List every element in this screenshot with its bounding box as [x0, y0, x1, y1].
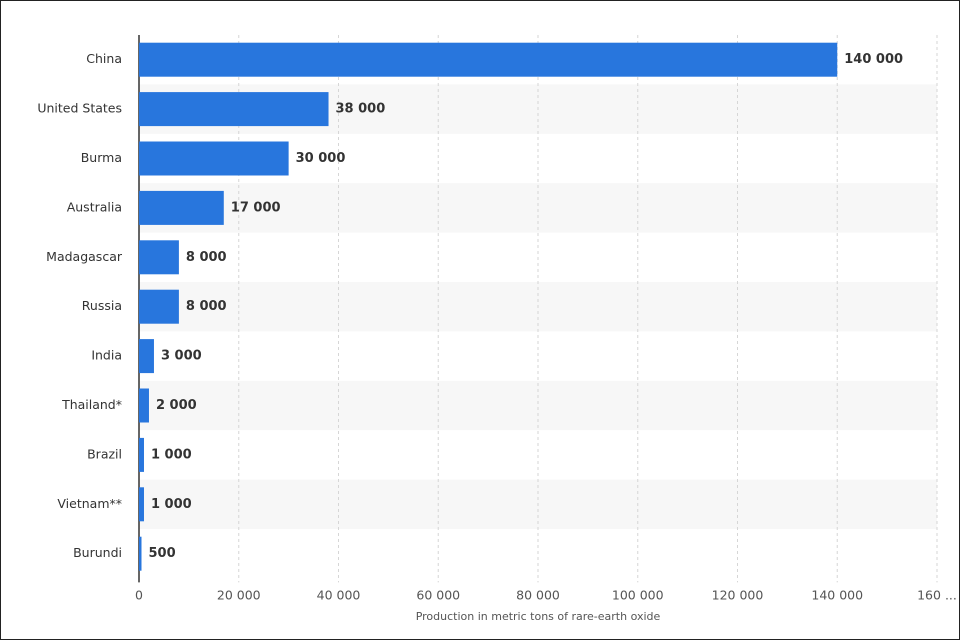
value-label: 8 000	[186, 250, 227, 265]
y-tick-label: Australia	[67, 199, 122, 214]
y-tick-label: Brazil	[87, 446, 122, 461]
value-label: 500	[148, 546, 175, 561]
bar	[139, 190, 224, 225]
value-label: 1 000	[151, 497, 192, 512]
bar	[139, 388, 149, 423]
x-tick-label: 60 000	[416, 588, 460, 603]
y-tick-label: Madagascar	[46, 249, 123, 264]
x-tick-label: 20 000	[217, 588, 261, 603]
y-tick-label: Burundi	[73, 545, 122, 560]
value-label: 8 000	[186, 299, 227, 314]
x-tick-label: 100 000	[612, 588, 664, 603]
y-tick-label: Russia	[82, 298, 122, 313]
x-axis-label: Production in metric tons of rare-earth …	[416, 610, 661, 623]
bar	[139, 141, 289, 176]
value-label: 2 000	[156, 398, 197, 413]
x-tick-label: 160 ...	[917, 588, 957, 603]
value-label: 3 000	[161, 349, 202, 364]
x-tick-label: 0	[135, 588, 143, 603]
x-tick-label: 80 000	[516, 588, 560, 603]
value-label: 17 000	[231, 200, 281, 215]
bar	[139, 92, 329, 127]
bar	[139, 536, 142, 571]
bar	[139, 339, 154, 374]
y-tick-label: Vietnam**	[57, 496, 122, 511]
value-label: 1 000	[151, 447, 192, 462]
x-tick-label: 40 000	[317, 588, 361, 603]
y-tick-label: Thailand*	[61, 397, 122, 412]
bar	[139, 437, 144, 472]
bar	[139, 289, 179, 324]
bar	[139, 42, 838, 77]
value-label: 30 000	[296, 151, 346, 166]
y-tick-label: Burma	[81, 150, 122, 165]
y-tick-label: United States	[37, 101, 122, 116]
y-tick-label: China	[86, 51, 122, 66]
bar	[139, 487, 144, 522]
x-tick-label: 140 000	[811, 588, 863, 603]
x-tick-label: 120 000	[712, 588, 764, 603]
row-band	[139, 380, 937, 431]
y-tick-label: India	[91, 348, 122, 363]
value-label: 38 000	[336, 102, 386, 117]
bar	[139, 240, 179, 275]
value-label: 140 000	[844, 52, 903, 67]
